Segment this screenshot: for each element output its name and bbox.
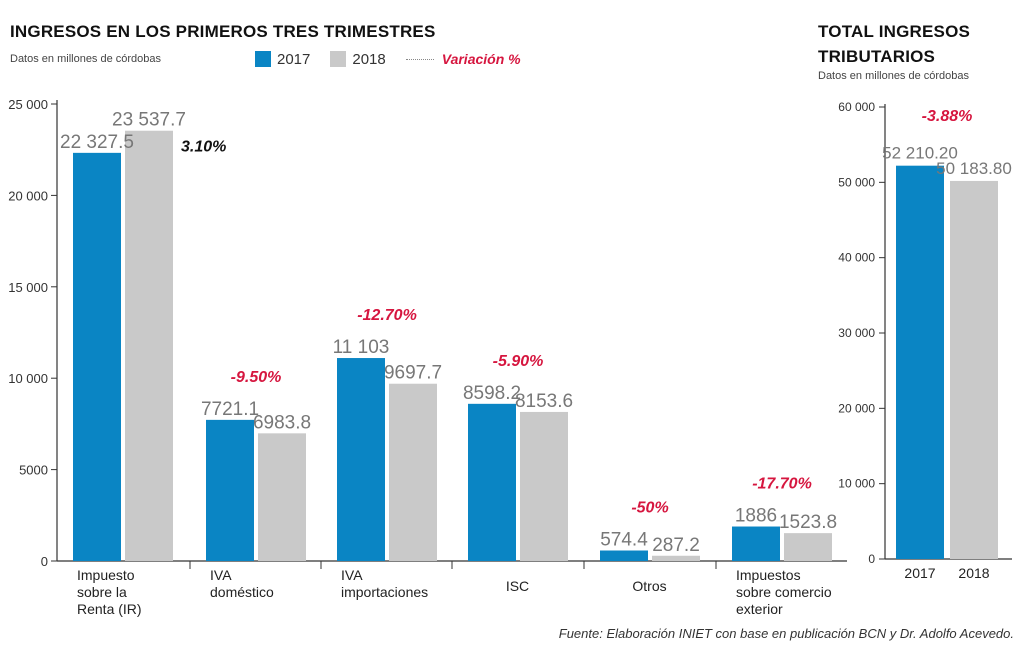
variation-label: -5.90% (493, 353, 544, 370)
x-category-label: sobre comercio (736, 584, 832, 600)
total-y-tick-label: 50 000 (838, 175, 875, 189)
total-x-category-label: 2018 (958, 565, 989, 581)
data-label-2017: 22 327.5 (60, 132, 134, 153)
legend-item-2017: 2017 (255, 51, 310, 68)
legend-line-variation (405, 58, 434, 60)
total-y-tick-label: 40 000 (838, 251, 875, 265)
x-category-label: exterior (736, 601, 783, 617)
total-data-label: 50 183.80 (936, 159, 1012, 178)
legend-label-2017: 2017 (277, 50, 311, 68)
x-category-label: IVA (210, 567, 232, 583)
y-tick-label: 15 000 (8, 280, 48, 295)
data-label-2017: 11 103 (333, 337, 390, 358)
data-label-2017: 1886 (735, 506, 777, 527)
source-note: Fuente: Elaboración INIET con base en pu… (558, 626, 1014, 641)
x-category-label: Impuesto (77, 567, 135, 583)
data-label-2018: 287.2 (652, 535, 700, 556)
y-tick-label: 0 (41, 554, 48, 569)
data-label-2017: 7721.1 (201, 399, 259, 420)
legend-item-2018: 2018 (330, 50, 386, 68)
x-category-label: ISC (506, 578, 529, 594)
total-chart-subtitle: Datos en millones de córdobas (818, 70, 970, 82)
total-y-tick-label: 20 000 (838, 401, 875, 415)
x-category-label: IVA (341, 567, 363, 583)
data-label-2018: 6983.8 (253, 412, 311, 433)
bar-2017 (732, 526, 780, 561)
variation-label: 3.10% (181, 139, 226, 156)
bar-2017 (600, 550, 648, 561)
variation-label: -50% (631, 499, 668, 516)
legend-swatch-2017 (255, 51, 271, 67)
total-x-category-label: 2017 (904, 565, 935, 581)
total-y-tick-label: 60 000 (838, 100, 875, 114)
total-y-tick-label: 10 000 (838, 477, 875, 491)
total-bar-2017 (896, 165, 944, 559)
data-label-2018: 9697.7 (384, 363, 442, 384)
x-category-label: doméstico (210, 584, 274, 600)
total-bar-2018 (950, 180, 998, 559)
bar-2017 (337, 358, 385, 561)
bar-2018 (125, 130, 173, 562)
bar-2017 (73, 152, 121, 561)
legend: 2017 2018 Variación % (255, 48, 541, 70)
bar-2017 (206, 419, 254, 561)
y-tick-label: 20 000 (8, 188, 48, 203)
data-label-2018: 1523.8 (779, 512, 837, 533)
y-tick-label: 10 000 (8, 371, 48, 386)
total-y-tick-label: 30 000 (838, 326, 875, 340)
data-label-2018: 23 537.7 (112, 110, 186, 131)
total-chart-title-line1: TOTAL INGRESOS (818, 22, 971, 41)
variation-label: -9.50% (231, 369, 282, 386)
bar-2018 (652, 555, 700, 561)
y-tick-label: 5000 (19, 463, 48, 478)
x-category-label: Otros (632, 578, 666, 594)
data-label-2017: 8598.2 (463, 383, 521, 404)
variation-label: -17.70% (752, 476, 812, 493)
bar-2018 (389, 383, 437, 561)
legend-item-variation: Variación % (405, 51, 521, 67)
data-label-2018: 8153.6 (515, 391, 573, 412)
main-chart-title: INGRESOS EN LOS PRIMEROS TRES TRIMESTRES (10, 22, 436, 41)
x-category-label: Impuestos (736, 567, 801, 583)
total-chart-title-line2: TRIBUTARIOS (818, 47, 936, 66)
x-category-label: sobre la (77, 584, 127, 600)
data-label-2017: 574.4 (600, 529, 648, 550)
main-chart-subtitle: Datos en millones de córdobas (10, 53, 162, 65)
bar-2018 (520, 411, 568, 561)
x-category-label: Renta (IR) (77, 601, 142, 617)
bar-2018 (784, 533, 832, 561)
legend-swatch-2018 (330, 51, 347, 67)
legend-label-variation: Variación % (441, 51, 521, 67)
total-variation-label: -3.88% (922, 108, 973, 125)
bar-2017 (468, 403, 516, 561)
bar-2018 (258, 433, 306, 561)
total-y-tick-label: 0 (868, 552, 875, 566)
legend-label-2018: 2018 (352, 50, 386, 68)
total-data-label: 52 210.20 (882, 144, 958, 163)
variation-label: -12.70% (357, 307, 417, 324)
x-category-label: importaciones (341, 584, 428, 600)
y-tick-label: 25 000 (8, 97, 48, 112)
